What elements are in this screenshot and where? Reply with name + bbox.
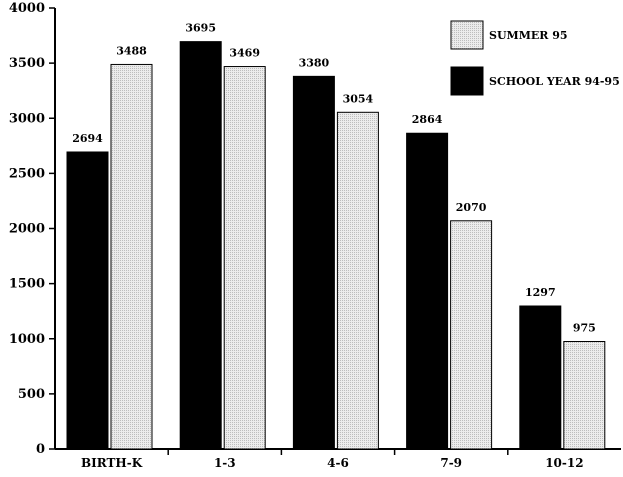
x-tick-label-4-6: 4-6: [327, 456, 349, 470]
bar-school-year-94-95-7-9: [406, 132, 449, 450]
bar-summer-95-1-3: [223, 66, 266, 450]
data-label-summer-95-10-12: 975: [573, 322, 596, 335]
y-tick-label: 2500: [9, 166, 45, 181]
data-label-summer-95-birth-k: 3488: [116, 44, 147, 57]
x-tick-label-birth-k: BIRTH-K: [81, 456, 143, 470]
bar-school-year-94-95-4-6: [292, 75, 335, 450]
x-tick-label-7-9: 7-9: [440, 456, 462, 470]
y-tick-label: 1000: [9, 332, 45, 347]
data-label-summer-95-7-9: 2070: [456, 201, 487, 214]
data-label-school-year-94-95-10-12: 1297: [525, 286, 556, 299]
y-tick-label: 0: [36, 442, 45, 457]
bar-summer-95-10-12: [563, 341, 606, 450]
bars: [66, 41, 606, 450]
data-label-school-year-94-95-4-6: 3380: [299, 56, 330, 69]
y-tick-label: 2000: [9, 222, 45, 237]
axes: 0 500 1000 1500 2000 2500 3000 3500 4000 BIRTH-K 1…: [9, 1, 621, 470]
legend-label-school-year-94-95: SCHOOL YEAR 94-95: [489, 75, 620, 88]
y-tick-label: 1500: [9, 277, 45, 292]
data-label-school-year-94-95-birth-k: 2694: [72, 132, 103, 145]
data-label-summer-95-1-3: 3469: [229, 47, 260, 60]
y-tick-label: 3500: [9, 56, 45, 71]
y-tick-label: 500: [18, 387, 45, 402]
x-tick-label-10-12: 10-12: [545, 456, 583, 470]
data-label-summer-95-4-6: 3054: [343, 92, 374, 105]
data-label-school-year-94-95-1-3: 3695: [185, 22, 216, 35]
data-labels: 2694 3695 3380 2864 1297 3488 3469 3054 2070 975: [72, 22, 596, 335]
bar-summer-95-4-6: [336, 111, 379, 450]
bar-summer-95-7-9: [450, 220, 493, 450]
bar-school-year-94-95-10-12: [519, 305, 562, 450]
legend-label-summer-95: SUMMER 95: [489, 29, 568, 42]
bar-school-year-94-95-birth-k: [66, 151, 109, 450]
legend-swatch-summer-95: [450, 20, 484, 50]
bar-summer-95-birth-k: [110, 63, 153, 450]
legend-swatch-school-year-94-95: [450, 66, 484, 96]
legend: SUMMER 95 SCHOOL YEAR 94-95: [450, 20, 620, 96]
data-label-school-year-94-95-7-9: 2864: [412, 113, 443, 126]
x-tick-label-1-3: 1-3: [214, 456, 236, 470]
y-tick-label: 3000: [9, 111, 45, 126]
bar-school-year-94-95-1-3: [179, 41, 222, 450]
y-tick-label: 4000: [9, 1, 45, 16]
